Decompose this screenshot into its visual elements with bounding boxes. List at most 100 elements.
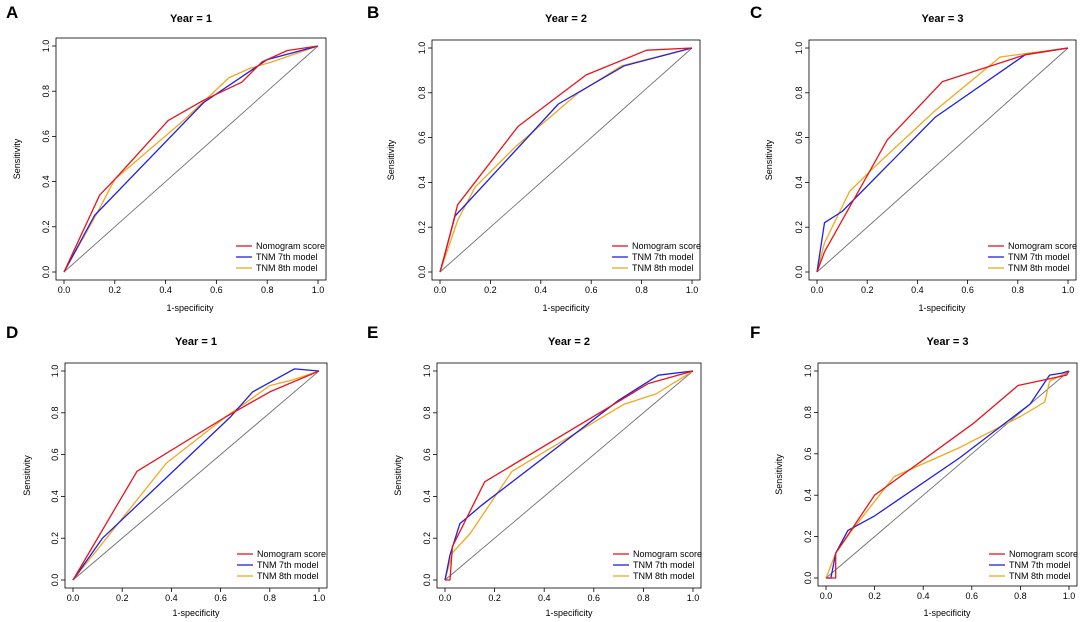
x-tick-label: 1.0 bbox=[313, 593, 326, 603]
y-axis-label: Sensitivity bbox=[22, 455, 32, 496]
y-tick-label: 0.6 bbox=[41, 130, 51, 143]
x-tick-label: 0.4 bbox=[165, 593, 178, 603]
roc-line-nomogram bbox=[63, 45, 319, 273]
y-tick-label: 0.6 bbox=[794, 131, 804, 144]
y-tick-label: 0.6 bbox=[50, 448, 60, 461]
x-tick-label: 0.0 bbox=[434, 285, 447, 295]
roc-line-nomogram bbox=[72, 370, 320, 581]
roc-line-nomogram bbox=[439, 47, 693, 273]
x-tick-label: 0.0 bbox=[439, 593, 452, 603]
roc-panel-e: E Year = 2 0.0 0.2 0.4 0.6 0.8 1.0 0.0 0.2 0.4 0.6 0… bbox=[367, 323, 702, 618]
plot-frame bbox=[808, 39, 1077, 281]
chart-title: Year = 1 bbox=[170, 13, 212, 25]
x-tick-label: 0.8 bbox=[264, 593, 277, 603]
x-tick-label: 1.0 bbox=[687, 593, 700, 603]
reference-diagonal bbox=[825, 370, 1070, 579]
x-tick-label: 0.4 bbox=[159, 285, 172, 295]
plot-frame bbox=[55, 37, 327, 281]
reference-diagonal bbox=[439, 47, 693, 273]
x-tick-label: 0.2 bbox=[488, 593, 501, 603]
reference-diagonal bbox=[444, 370, 694, 581]
legend-label: TNM 8th model bbox=[632, 263, 694, 273]
y-tick-label: 0.2 bbox=[41, 221, 51, 234]
y-tick-label: 0.0 bbox=[803, 572, 813, 585]
roc-panel-d: D Year = 1 0.0 0.2 0.4 0.6 0.8 1.0 0.0 0.2 0.4 0.6 0… bbox=[6, 323, 328, 618]
x-tick-label: 0.2 bbox=[868, 591, 881, 601]
roc-line-tnm7 bbox=[72, 368, 320, 581]
x-tick-label: 0.0 bbox=[67, 593, 80, 603]
y-tick-label: 0.4 bbox=[422, 490, 432, 503]
roc-line-tnm8 bbox=[72, 370, 320, 581]
chart-title: Year = 2 bbox=[548, 336, 590, 348]
x-tick-label: 0.4 bbox=[911, 285, 924, 295]
y-tick-label: 0.2 bbox=[422, 532, 432, 545]
y-tick-label: 1.0 bbox=[417, 42, 427, 55]
x-tick-label: 0.2 bbox=[861, 285, 874, 295]
chart-title: Year = 3 bbox=[922, 13, 964, 25]
y-tick-label: 0.8 bbox=[41, 85, 51, 98]
x-tick-label: 0.6 bbox=[588, 593, 601, 603]
roc-line-nomogram bbox=[826, 370, 1070, 579]
x-tick-label: 0.4 bbox=[535, 285, 548, 295]
roc-line-tnm8 bbox=[439, 47, 693, 273]
chart-title: Year = 1 bbox=[175, 336, 217, 348]
panel-letter: C bbox=[750, 3, 762, 22]
plot-frame bbox=[431, 39, 701, 281]
x-axis-label: 1-specificity bbox=[923, 608, 971, 618]
y-tick-label: 0.4 bbox=[417, 176, 427, 189]
x-tick-label: 0.2 bbox=[116, 593, 129, 603]
legend-label: TNM 7th model bbox=[1009, 560, 1071, 570]
y-tick-label: 0.0 bbox=[794, 266, 804, 279]
x-tick-label: 0.0 bbox=[811, 285, 824, 295]
panel-letter: B bbox=[367, 3, 379, 22]
legend-label: TNM 7th model bbox=[257, 560, 319, 570]
x-axis-label: 1-specificity bbox=[172, 608, 220, 618]
y-tick-label: 0.0 bbox=[417, 266, 427, 279]
legend-label: Nomogram score bbox=[633, 549, 702, 559]
y-tick-label: 0.6 bbox=[422, 448, 432, 461]
y-tick-label: 1.0 bbox=[50, 365, 60, 378]
legend-label: TNM 7th model bbox=[1008, 252, 1070, 262]
y-tick-label: 0.2 bbox=[50, 532, 60, 545]
y-tick-label: 0.0 bbox=[422, 574, 432, 587]
y-tick-label: 0.0 bbox=[50, 574, 60, 587]
y-tick-label: 0.8 bbox=[794, 87, 804, 100]
legend-label: Nomogram score bbox=[256, 241, 325, 251]
y-axis-label: Sensitivity bbox=[386, 139, 396, 180]
legend-label: TNM 8th model bbox=[633, 571, 695, 581]
roc-panel-a: A Year = 1 0.0 0.2 0.4 0.6 0.8 1.0 0.0 0.2 0.4 0.6 0… bbox=[6, 3, 327, 313]
y-tick-label: 0.4 bbox=[50, 490, 60, 503]
y-axis-label: Sensitivity bbox=[393, 455, 403, 496]
y-tick-label: 0.2 bbox=[803, 530, 813, 543]
x-axis-label: 1-specificity bbox=[166, 303, 214, 313]
panel-letter: F bbox=[750, 323, 760, 342]
y-tick-label: 0.8 bbox=[417, 87, 427, 100]
legend-label: TNM 8th model bbox=[257, 571, 319, 581]
x-axis-label: 1-specificity bbox=[542, 303, 590, 313]
x-tick-label: 0.6 bbox=[966, 591, 979, 601]
x-axis-label: 1-specificity bbox=[918, 303, 966, 313]
x-tick-label: 0.4 bbox=[538, 593, 551, 603]
x-tick-label: 1.0 bbox=[1063, 591, 1076, 601]
y-tick-label: 0.4 bbox=[41, 175, 51, 188]
y-tick-label: 0.4 bbox=[803, 489, 813, 502]
reference-diagonal bbox=[72, 370, 320, 581]
x-tick-label: 0.2 bbox=[109, 285, 122, 295]
roc-panel-c: C Year = 3 0.0 0.2 0.4 0.6 0.8 1.0 0.0 0.2 0.4 0.6 0… bbox=[750, 3, 1077, 313]
roc-line-tnm7 bbox=[444, 370, 694, 581]
x-tick-label: 0.4 bbox=[917, 591, 930, 601]
roc-line-nomogram bbox=[816, 47, 1069, 273]
y-tick-label: 1.0 bbox=[794, 42, 804, 55]
roc-line-nomogram bbox=[445, 370, 694, 581]
panel-letter: D bbox=[6, 323, 18, 342]
panel-letter: A bbox=[6, 3, 18, 22]
panel-letter: E bbox=[367, 323, 378, 342]
plot-frame bbox=[817, 362, 1078, 587]
y-tick-label: 0.8 bbox=[50, 407, 60, 420]
x-tick-label: 0.0 bbox=[58, 285, 71, 295]
legend-label: TNM 8th model bbox=[256, 263, 318, 273]
legend-label: Nomogram score bbox=[1009, 549, 1078, 559]
y-axis-label: Sensitivity bbox=[12, 138, 22, 179]
plot-frame bbox=[436, 362, 702, 589]
y-tick-label: 0.6 bbox=[417, 131, 427, 144]
